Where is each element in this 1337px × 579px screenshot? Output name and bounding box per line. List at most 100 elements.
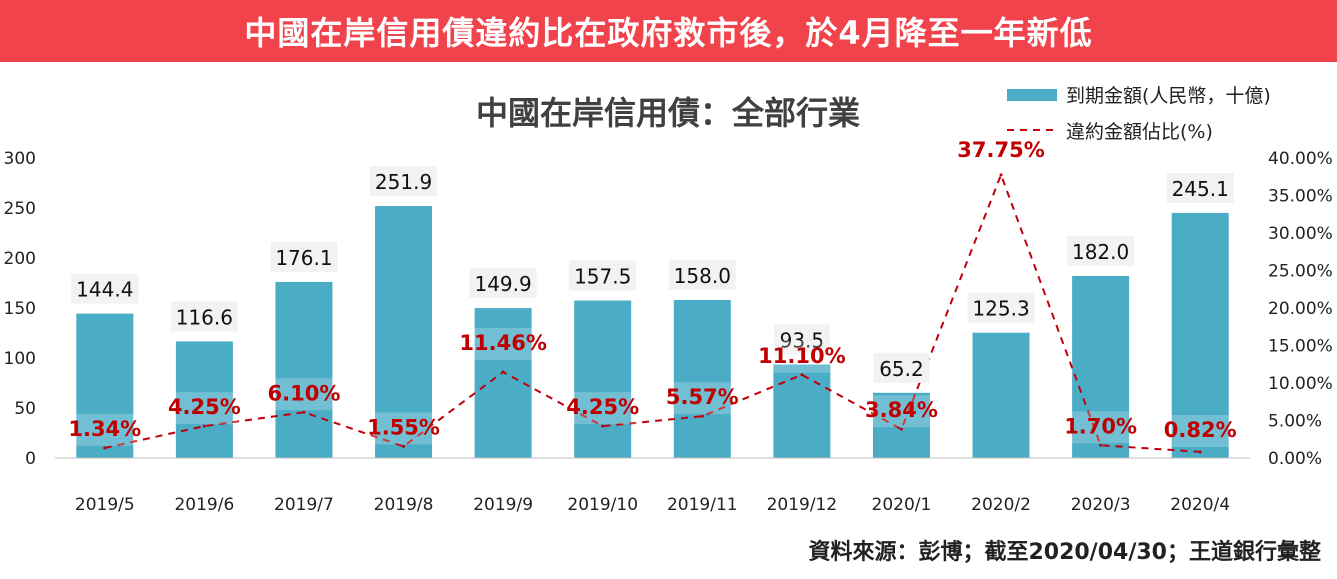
line-series <box>103 172 1202 454</box>
banner-title: 中國在岸信用債違約比在政府救市後，於4月降至一年新低 <box>244 14 1093 52</box>
y-right-tick-label: 25.00% <box>1268 262 1333 282</box>
legend-label-line: 違約金額佔比(%) <box>1066 121 1213 143</box>
line-point <box>601 424 605 428</box>
x-tick-label: 2019/5 <box>75 495 135 515</box>
pct-label-bg <box>1166 415 1235 447</box>
pct-value-label: 3.84% <box>865 398 938 422</box>
pct-value-label: 11.46% <box>459 331 546 355</box>
bar <box>474 308 532 458</box>
bar-label-bg <box>967 292 1035 323</box>
y-left-tick-label: 150 <box>4 299 36 319</box>
line-point <box>302 410 306 414</box>
bar-label-bg <box>1166 172 1234 203</box>
pct-label-bg <box>668 382 737 415</box>
x-tick-label: 2019/11 <box>667 495 738 515</box>
bar <box>773 364 831 458</box>
pct-label-bg <box>170 392 239 425</box>
pct-label-bg <box>867 395 936 428</box>
line-point <box>1099 443 1103 447</box>
pct-label-bg <box>269 378 338 411</box>
bar-value-label: 176.1 <box>275 246 332 270</box>
bar-label-bg <box>270 241 338 272</box>
line-path <box>104 172 1201 453</box>
bar-value-label: 65.2 <box>879 357 924 381</box>
legend: 到期金額(人民幣，十億) 違約金額佔比(%) <box>1007 85 1271 143</box>
bar-label-bg <box>469 268 537 299</box>
bar-label-bg <box>773 324 830 355</box>
y-right-tick-label: 30.00% <box>1268 224 1333 244</box>
bar <box>375 206 433 458</box>
y-left-tick-label: 50 <box>14 399 36 419</box>
line-point <box>800 373 804 377</box>
bar <box>972 332 1030 458</box>
bar <box>1072 276 1130 458</box>
bar-series <box>76 206 1229 458</box>
bar-label-bg <box>668 260 736 290</box>
x-tick-label: 2019/12 <box>767 495 838 515</box>
bar-value-label: 125.3 <box>972 297 1029 321</box>
x-tick-label: 2019/6 <box>174 495 234 515</box>
bar-label-bg <box>71 273 139 304</box>
bar-value-label: 158.0 <box>674 264 731 288</box>
y-left-tick-label: 100 <box>4 349 36 369</box>
bar <box>673 300 731 458</box>
y-left-tick-label: 250 <box>4 199 36 219</box>
bar-value-label: 245.1 <box>1172 177 1229 201</box>
pct-label-bg <box>463 328 544 360</box>
pct-value-label: 0.82% <box>1164 418 1237 442</box>
chart: 中國在岸信用債：全部行業 到期金額(人民幣，十億) 違約金額佔比(%) 0 50 1… <box>4 85 1333 515</box>
data-labels: 144.4 116.6 176.1 251.9 149.9 157.5 158.0 93.5 6… <box>68 138 1237 447</box>
line-point <box>899 427 903 431</box>
y-left-tick-label: 0 <box>25 449 36 469</box>
pct-label-bg <box>369 412 438 445</box>
y-right-tick-label: 15.00% <box>1268 337 1333 357</box>
source-note: 資料來源：彭博；截至2020/04/30；王道銀行彙整 <box>808 540 1321 565</box>
legend-swatch-bar <box>1007 89 1057 101</box>
y-right-tick-label: 0.00% <box>1268 449 1322 469</box>
pct-value-label: 1.34% <box>68 417 141 441</box>
line-point <box>202 424 206 428</box>
axes: 0 50 100 150 200 250 300 0.00% 5.00% 10.00% 15.00%… <box>4 149 1333 515</box>
line-point <box>103 446 107 450</box>
bar-value-label: 251.9 <box>375 170 432 194</box>
bar-value-label: 157.5 <box>574 265 631 289</box>
y-left-tick-label: 300 <box>4 149 36 169</box>
bar <box>76 313 134 458</box>
pct-label-bg <box>761 340 842 373</box>
x-tick-label: 2020/2 <box>971 495 1031 515</box>
bar-value-label: 116.6 <box>176 305 233 329</box>
y-right-tick-label: 5.00% <box>1268 412 1322 432</box>
pct-value-label: 1.70% <box>1064 414 1137 438</box>
legend-label-bar: 到期金額(人民幣，十億) <box>1066 85 1271 107</box>
pct-value-label: 6.10% <box>268 381 341 405</box>
line-point <box>1198 450 1202 454</box>
x-tick-label: 2020/4 <box>1170 495 1230 515</box>
y-right-tick-label: 40.00% <box>1268 149 1333 169</box>
line-point <box>402 444 406 448</box>
bar-value-label: 149.9 <box>474 272 531 296</box>
x-tick-label: 2019/9 <box>473 495 533 515</box>
chart-title: 中國在岸信用債：全部行業 <box>476 94 860 132</box>
bar <box>175 341 233 458</box>
pct-value-label: 4.25% <box>566 395 639 419</box>
bar-value-label: 93.5 <box>780 329 825 353</box>
x-tick-label: 2019/7 <box>274 495 334 515</box>
bar <box>275 281 333 458</box>
y-right-tick-label: 10.00% <box>1268 374 1333 394</box>
bar-value-label: 182.0 <box>1072 240 1129 264</box>
pct-value-label: 11.10% <box>758 344 845 368</box>
x-tick-label: 2019/10 <box>567 495 638 515</box>
x-tick-label: 2019/8 <box>374 495 434 515</box>
pct-label-bg <box>568 392 637 425</box>
bar <box>574 300 632 458</box>
y-right-tick-label: 20.00% <box>1268 299 1333 319</box>
bar-label-bg <box>170 301 238 332</box>
bar-label-bg <box>370 166 438 197</box>
bar-label-bg <box>569 260 637 291</box>
x-tick-label: 2020/1 <box>872 495 932 515</box>
y-right-tick-label: 35.00% <box>1268 187 1333 207</box>
bar-value-label: 144.4 <box>76 278 133 302</box>
pct-value-label: 5.57% <box>666 385 739 409</box>
x-tick-label: 2020/3 <box>1071 495 1131 515</box>
bar-label-bg <box>1067 236 1135 266</box>
